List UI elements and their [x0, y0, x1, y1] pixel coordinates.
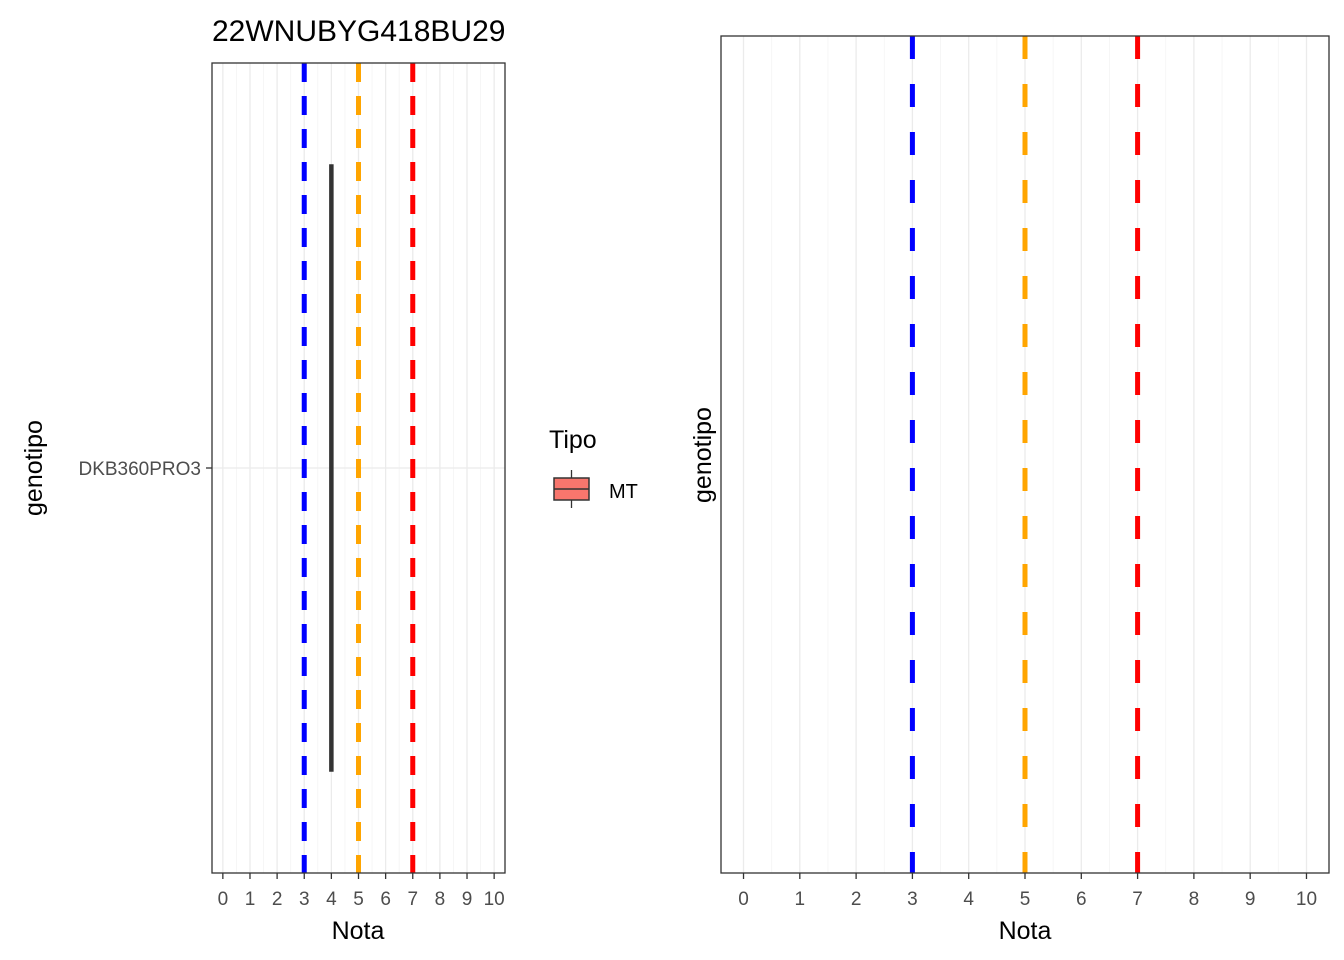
- x-tick-label: 9: [1245, 889, 1256, 910]
- left-chart: 22WNUBYG418BU29 0 1 2 3 4 5 6 7 8 9 10 DKB360PRO3 …: [20, 15, 506, 945]
- left-y-axis-title: genotipo: [20, 420, 48, 516]
- right-chart: 0 1 2 3 4 5 6 7 8 9 10 Nota genotipo: [689, 35, 1330, 945]
- left-chart-title: 22WNUBYG418BU29: [212, 15, 505, 48]
- x-tick-label: 10: [1296, 889, 1317, 910]
- left-y-axis: DKB360PRO3: [78, 459, 212, 480]
- right-gridlines: [742, 36, 1308, 873]
- x-tick-label: 10: [484, 889, 505, 910]
- x-tick-label: 7: [407, 889, 418, 910]
- x-tick-label: 6: [1076, 889, 1087, 910]
- left-reference-lines: [301, 63, 416, 873]
- x-tick-label: 3: [907, 889, 918, 910]
- x-tick-label: 9: [462, 889, 473, 910]
- left-x-axis: 0 1 2 3 4 5 6 7 8 9 10: [218, 873, 505, 910]
- x-tick-label: 1: [795, 889, 806, 910]
- x-tick-label: 7: [1132, 889, 1143, 910]
- x-tick-label: 4: [963, 889, 974, 910]
- x-tick-label: 4: [326, 889, 337, 910]
- legend-title: Tipo: [549, 426, 597, 454]
- x-tick-label: 0: [218, 889, 229, 910]
- right-x-axis-title: Nota: [999, 917, 1052, 945]
- y-tick-label: DKB360PRO3: [78, 459, 201, 480]
- x-tick-label: 8: [1189, 889, 1200, 910]
- right-y-axis-title: genotipo: [689, 407, 717, 503]
- x-tick-label: 1: [245, 889, 256, 910]
- right-x-axis: 0 1 2 3 4 5 6 7 8 9 10: [738, 873, 1317, 910]
- x-tick-label: 2: [272, 889, 283, 910]
- x-tick-label: 3: [299, 889, 310, 910]
- x-tick-label: 8: [435, 889, 446, 910]
- legend-items: MT: [553, 470, 638, 508]
- legend: Tipo MT: [549, 426, 638, 508]
- x-tick-label: 5: [353, 889, 364, 910]
- x-tick-label: 2: [851, 889, 862, 910]
- x-tick-label: 6: [380, 889, 391, 910]
- legend-label-MT: MT: [609, 481, 638, 503]
- x-tick-label: 5: [1020, 889, 1031, 910]
- left-x-axis-title: Nota: [332, 917, 385, 945]
- x-tick-label: 0: [738, 889, 749, 910]
